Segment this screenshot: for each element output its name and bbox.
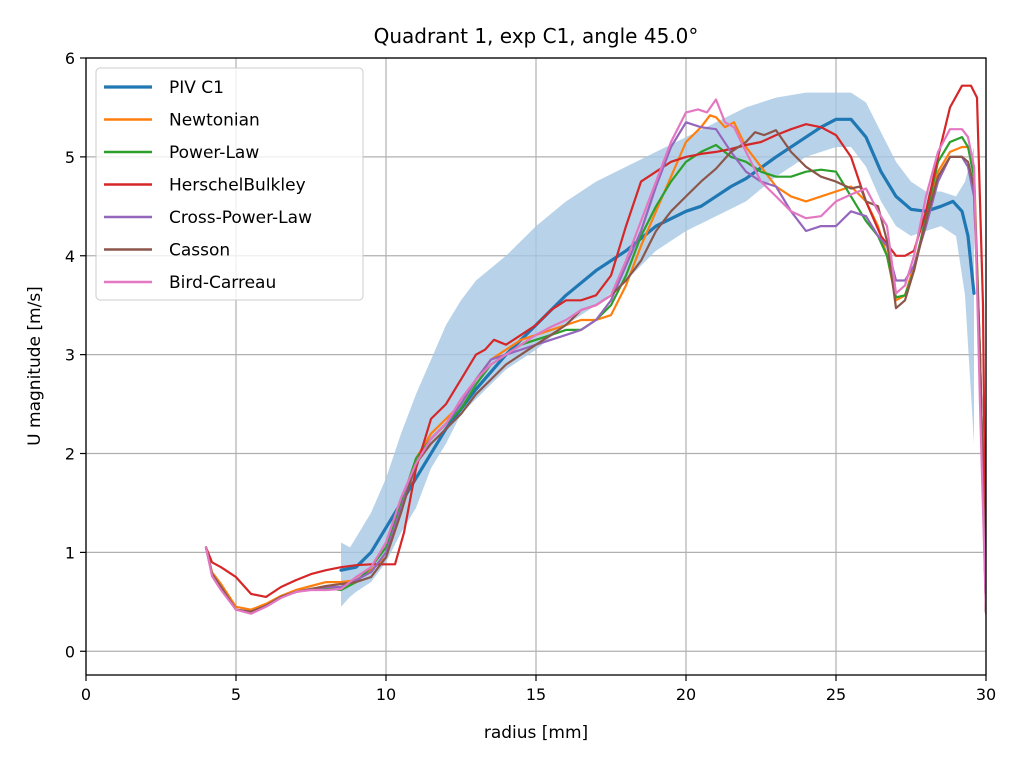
band-layer — [341, 92, 974, 607]
x-tick-label: 0 — [81, 685, 91, 704]
y-tick-label: 1 — [65, 543, 75, 562]
y-tick-label: 3 — [65, 346, 75, 365]
x-tick-label: 10 — [376, 685, 396, 704]
x-tick-label: 25 — [826, 685, 846, 704]
piv-uncertainty-band — [341, 92, 974, 607]
legend-label: HerschelBulkley — [169, 176, 306, 196]
x-tick-label: 30 — [976, 685, 996, 704]
ticks: 0 5 10 15 20 25 30 0 1 2 3 4 5 6 — [65, 49, 996, 704]
legend: PIV C1 Newtonian Power-Law HerschelBulkley C… — [95, 67, 364, 301]
y-tick-label: 2 — [65, 445, 75, 464]
series-line-casson — [204, 129, 986, 613]
y-tick-label: 0 — [65, 642, 75, 661]
legend-label: Casson — [169, 241, 230, 261]
series-line-cross-power-law — [204, 121, 986, 613]
y-axis-label: U magnitude [m/s] — [25, 286, 45, 446]
y-tick-label: 4 — [65, 247, 75, 266]
x-axis-label: radius [mm] — [484, 723, 588, 743]
series-layer — [204, 84, 986, 615]
series-line-herschelbulkley — [204, 84, 986, 613]
x-tick-label: 20 — [676, 685, 696, 704]
legend-label: Newtonian — [169, 111, 260, 131]
x-tick-label: 15 — [526, 685, 546, 704]
x-tick-label: 5 — [231, 685, 241, 704]
y-tick-label: 6 — [65, 49, 75, 68]
legend-box — [95, 67, 364, 301]
legend-label: Bird-Carreau — [169, 273, 276, 293]
y-tick-label: 5 — [65, 148, 75, 167]
chart-title: Quadrant 1, exp C1, angle 45.0° — [374, 24, 699, 48]
series-line-bird-carreau — [204, 98, 986, 615]
legend-label: PIV C1 — [169, 78, 224, 98]
legend-label: Power-Law — [169, 143, 259, 163]
series-line-piv-c1 — [339, 117, 976, 572]
legend-label: Cross-Power-Law — [169, 208, 312, 228]
